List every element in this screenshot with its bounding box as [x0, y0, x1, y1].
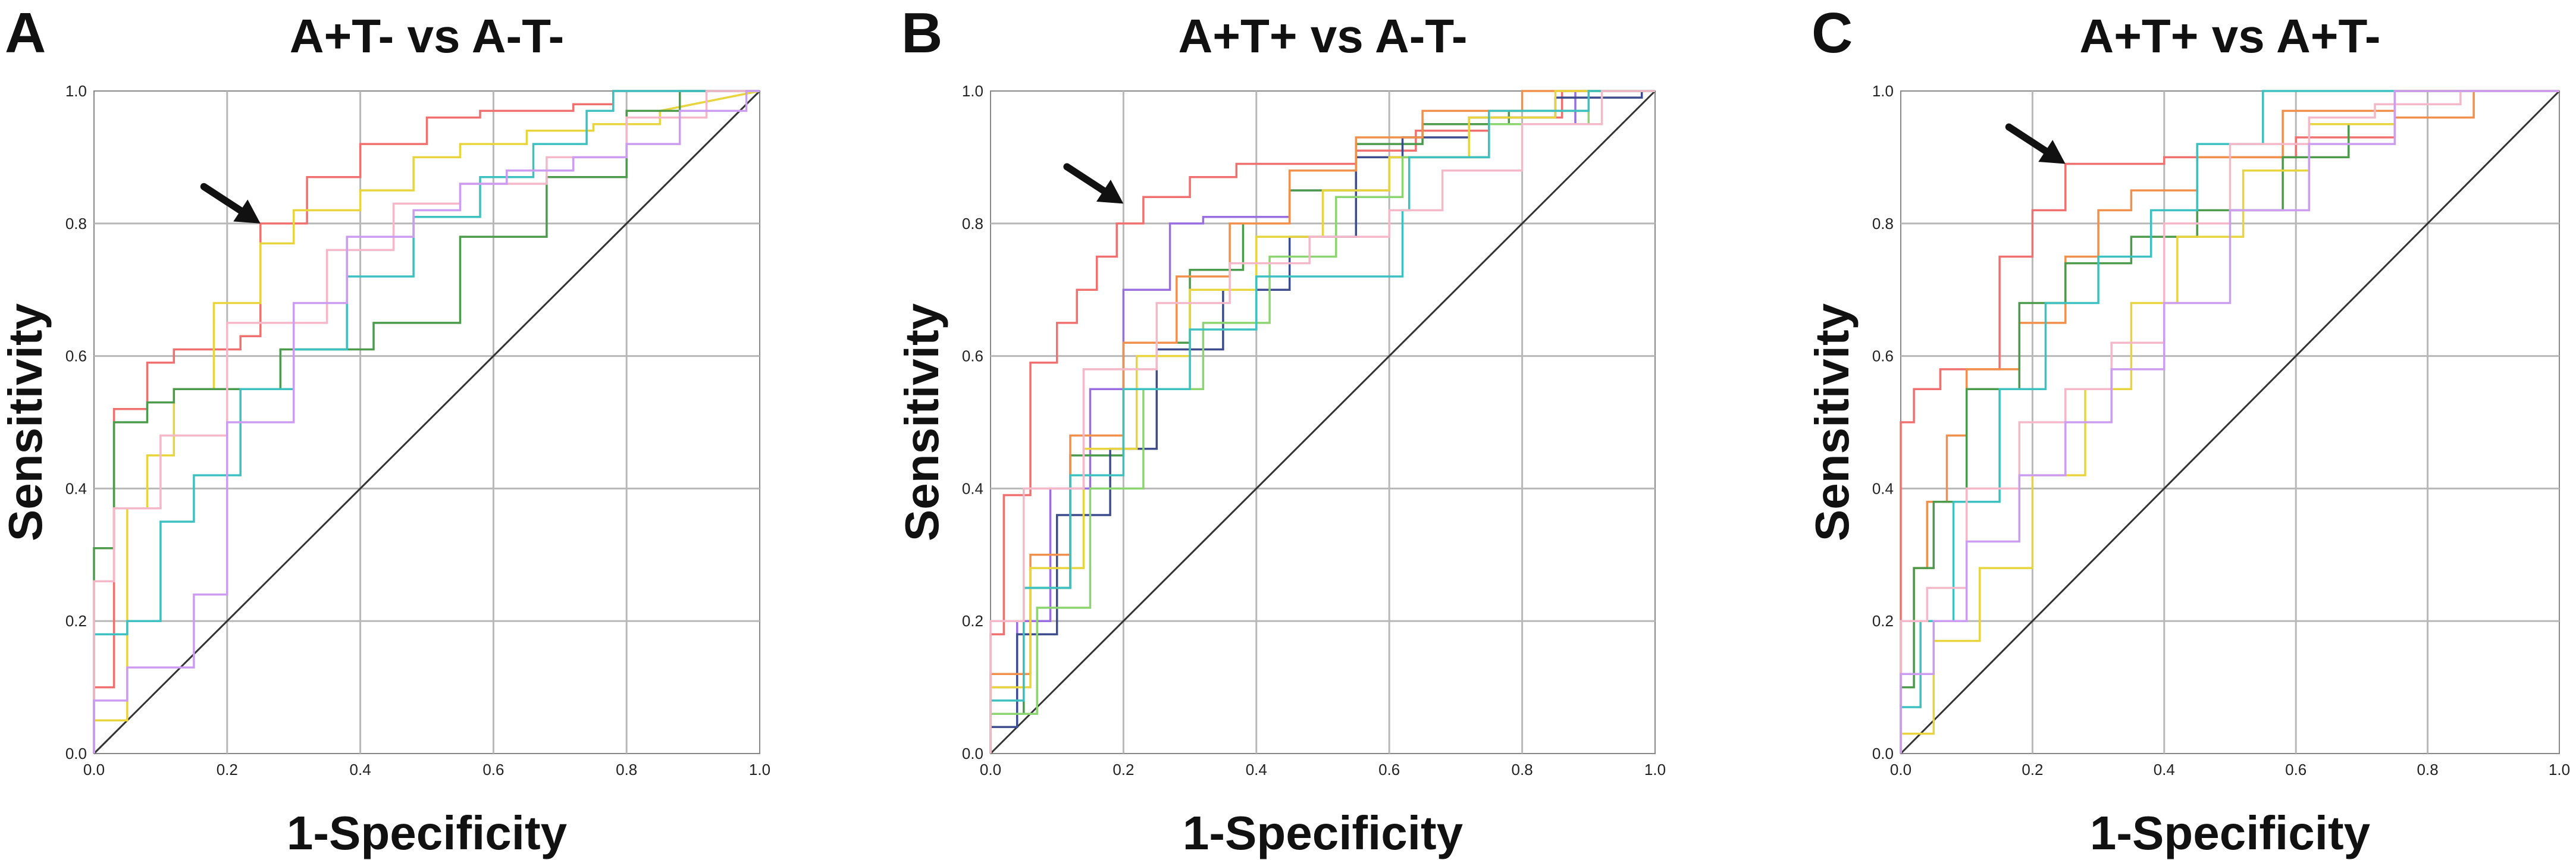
x-tick-label: 1.0 [2549, 761, 2570, 779]
x-tick-label: 0.2 [1112, 761, 1134, 779]
x-axis-title: 1-Specificity [2090, 806, 2371, 859]
y-tick-label: 0.8 [962, 215, 983, 233]
roc-curve-teal [989, 90, 1655, 754]
y-axis-title: Sensitivity [1806, 303, 1859, 541]
x-axis-title: 1-Specificity [287, 806, 568, 859]
roc-curve-orange [1900, 90, 2559, 754]
panel-letter: C [1812, 1, 1853, 65]
annotation-arrow [200, 183, 261, 224]
x-tick-label: 1.0 [1644, 761, 1666, 779]
panel-title: A+T+ vs A-T- [1178, 10, 1467, 62]
x-tick-label: 0.4 [2154, 761, 2175, 779]
x-tick-label: 0.8 [616, 761, 637, 779]
y-tick-label: 0.4 [1872, 479, 1894, 497]
y-axis-title: Sensitivity [895, 303, 948, 541]
x-tick-label: 0.6 [482, 761, 504, 779]
y-tick-label: 1.0 [1872, 82, 1894, 100]
roc-curve-lavender [1900, 90, 2559, 754]
x-axis-title: 1-Specificity [1183, 806, 1464, 859]
x-tick-label: 0.2 [217, 761, 238, 779]
x-tick-label: 0.0 [1890, 761, 1911, 779]
reference-diagonal [1900, 90, 2561, 755]
x-tick-label: 0.2 [2022, 761, 2043, 779]
panel-letter: B [901, 1, 942, 65]
y-tick-label: 0.2 [65, 612, 87, 630]
y-tick-label: 0.2 [962, 612, 983, 630]
roc-curve-red [1900, 90, 2559, 754]
y-tick-label: 0.0 [65, 745, 87, 762]
roc-panel-a: 0.0 0.2 0.4 0.6 0.8 1.0 0.0 0.2 0.4 0.6 0.8 1.0 1-Sp… [0, 1, 770, 859]
x-tick-label: 1.0 [749, 761, 770, 779]
y-tick-label: 0.4 [65, 479, 87, 497]
y-tick-label: 1.0 [65, 82, 87, 100]
annotation-arrow [1063, 163, 1124, 204]
y-tick-label: 0.6 [65, 347, 87, 365]
y-tick-label: 0.8 [65, 215, 87, 233]
y-tick-label: 0.4 [962, 479, 983, 497]
reference-diagonal [93, 90, 761, 755]
x-tick-label: 0.4 [350, 761, 371, 779]
roc-curve-yellow [93, 90, 760, 754]
roc-panel-b: 0.0 0.2 0.4 0.6 0.8 1.0 0.0 0.2 0.4 0.6 0.8 1.0 1-Sp… [895, 1, 1666, 859]
y-tick-label: 0.6 [962, 347, 983, 365]
roc-curve-pink [989, 90, 1655, 754]
y-tick-label: 0.6 [1872, 347, 1894, 365]
roc-curve-teal [93, 90, 760, 754]
x-tick-label: 0.0 [980, 761, 1001, 779]
roc-curve-pink [93, 90, 760, 754]
roc-panel-c: 0.0 0.2 0.4 0.6 0.8 1.0 0.0 0.2 0.4 0.6 0.8 1.0 1-Sp… [1806, 1, 2570, 859]
x-tick-label: 0.8 [2417, 761, 2439, 779]
panel-title: A+T- vs A-T- [290, 10, 565, 62]
x-tick-label: 0.6 [2285, 761, 2307, 779]
roc-curve-red [93, 90, 760, 754]
reference-diagonal [989, 90, 1656, 755]
y-tick-label: 0.0 [962, 745, 983, 762]
panel-letter: A [5, 1, 46, 65]
y-tick-label: 0.8 [1872, 215, 1894, 233]
annotation-arrow [2005, 123, 2066, 164]
x-tick-label: 0.6 [1378, 761, 1400, 779]
roc-curve-lavender [93, 90, 760, 754]
roc-curve-green [1900, 90, 2559, 754]
x-tick-label: 0.4 [1246, 761, 1267, 779]
roc-curve-pink [1900, 90, 2559, 754]
x-tick-label: 0.8 [1512, 761, 1533, 779]
y-tick-label: 1.0 [962, 82, 983, 100]
panel-title: A+T+ vs A+T- [2079, 10, 2380, 62]
y-tick-label: 0.0 [1872, 745, 1894, 762]
roc-curve-red [989, 90, 1655, 754]
y-axis-title: Sensitivity [0, 303, 52, 541]
x-tick-label: 0.0 [83, 761, 105, 779]
y-tick-label: 0.2 [1872, 612, 1894, 630]
